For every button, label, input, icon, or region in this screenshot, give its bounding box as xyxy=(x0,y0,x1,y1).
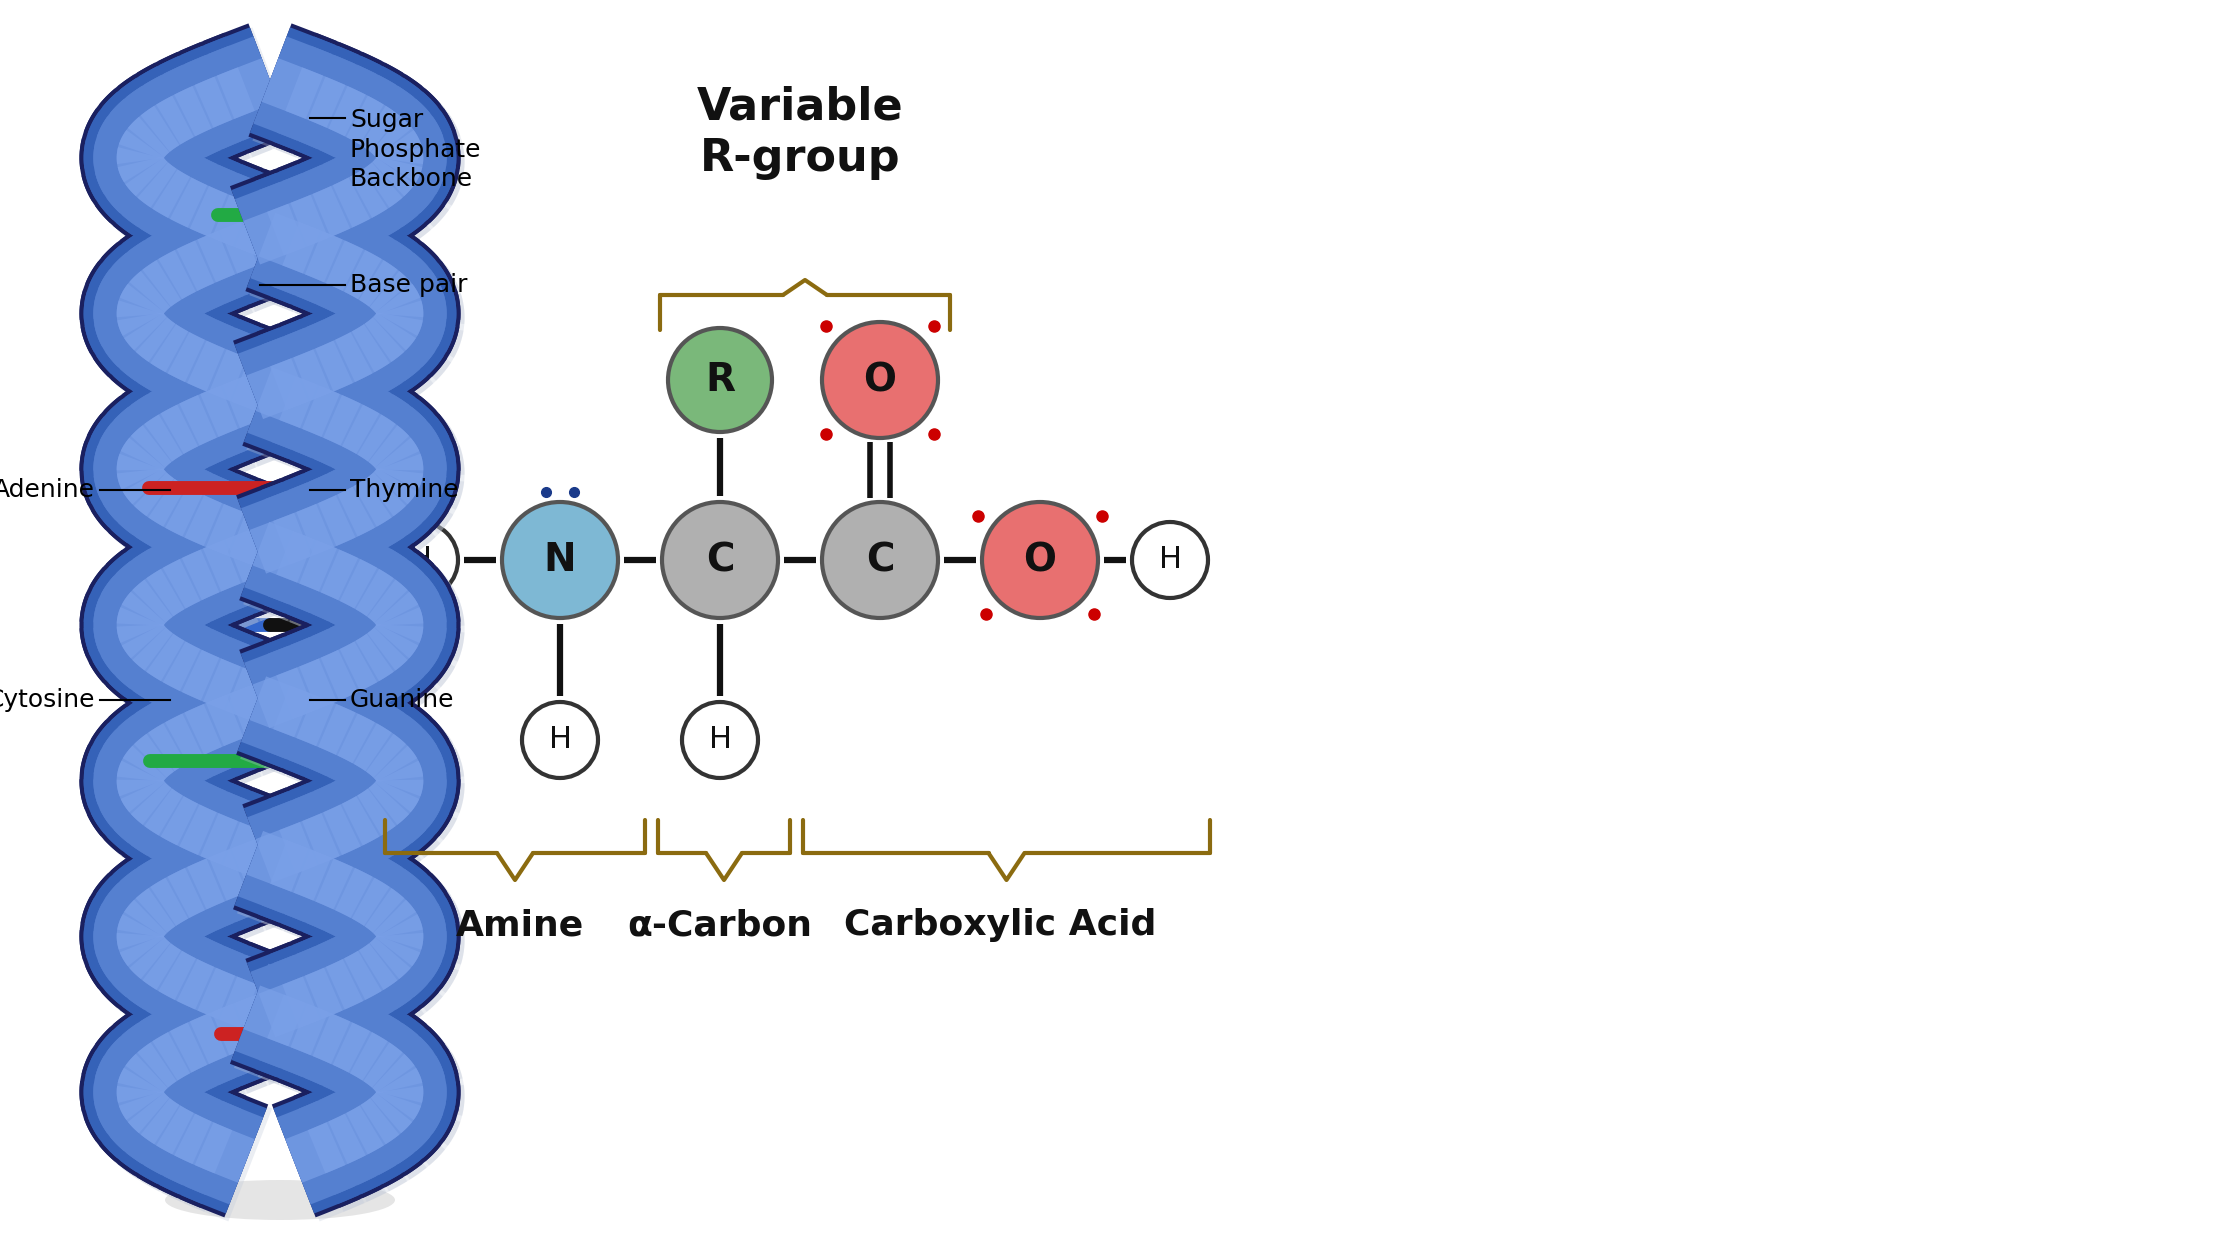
Text: N: N xyxy=(544,541,576,580)
Circle shape xyxy=(522,702,598,777)
Ellipse shape xyxy=(166,1181,394,1220)
Text: H: H xyxy=(708,726,732,755)
Text: Thymine: Thymine xyxy=(349,478,459,501)
Circle shape xyxy=(668,328,773,432)
Circle shape xyxy=(681,702,757,777)
Circle shape xyxy=(822,501,939,617)
Circle shape xyxy=(663,501,777,617)
Text: Adenine: Adenine xyxy=(0,478,94,501)
Text: Variable
R-group: Variable R-group xyxy=(697,84,903,179)
Text: R: R xyxy=(706,362,735,399)
Text: Base pair: Base pair xyxy=(349,273,468,297)
Circle shape xyxy=(383,522,457,598)
Text: C: C xyxy=(706,541,735,580)
Text: Carboxylic Acid: Carboxylic Acid xyxy=(844,908,1156,942)
Text: Cytosine: Cytosine xyxy=(0,688,94,712)
Circle shape xyxy=(822,323,939,438)
Text: H: H xyxy=(408,546,432,575)
Circle shape xyxy=(981,501,1098,617)
Text: α-Carbon: α-Carbon xyxy=(627,908,813,942)
Text: O: O xyxy=(1024,541,1057,580)
Text: O: O xyxy=(862,362,896,399)
Text: Sugar
Phosphate
Backbone: Sugar Phosphate Backbone xyxy=(349,108,482,192)
Circle shape xyxy=(502,501,618,617)
Text: H: H xyxy=(1158,546,1180,575)
Text: Guanine: Guanine xyxy=(349,688,455,712)
Text: Amine: Amine xyxy=(457,908,585,942)
Circle shape xyxy=(1131,522,1207,598)
Text: H: H xyxy=(549,726,571,755)
Text: C: C xyxy=(865,541,894,580)
